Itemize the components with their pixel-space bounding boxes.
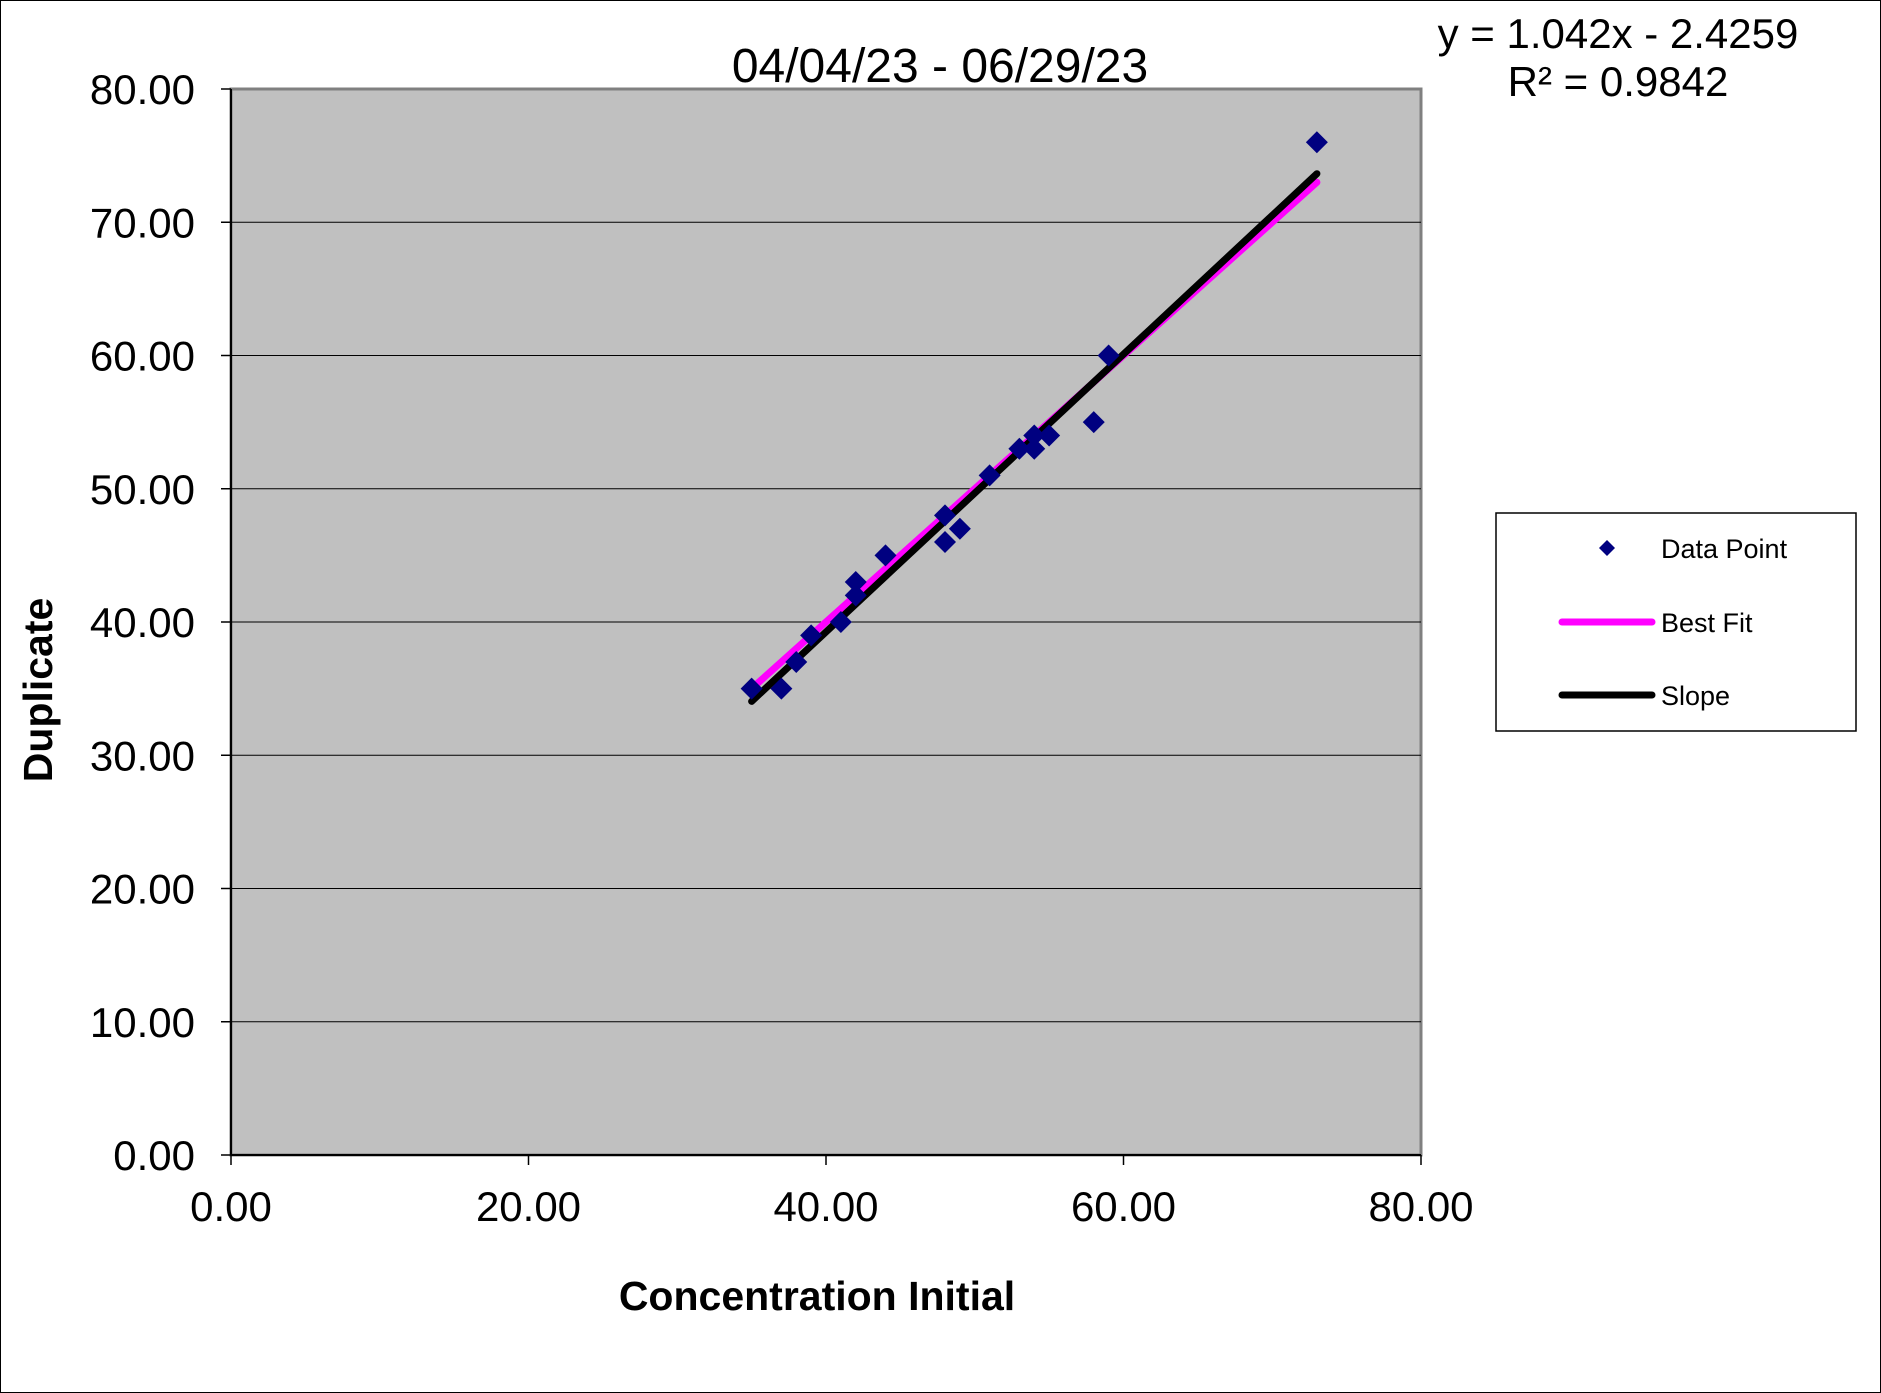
- y-tick-label: 20.00: [90, 866, 195, 913]
- data-point: [829, 611, 852, 633]
- axes: [221, 88, 1422, 1165]
- data-point: [1305, 131, 1328, 154]
- data-point: [800, 624, 823, 647]
- data-point: [874, 544, 897, 567]
- x-tick-label: 40.00: [773, 1183, 878, 1230]
- x-tick-label: 80.00: [1368, 1183, 1473, 1230]
- tick-labels: 0.00 10.00 20.00 30.00 40.00 50.00 60.00 70.00 8…: [90, 66, 1474, 1230]
- legend-marker-diamond: [1599, 540, 1615, 556]
- y-tick-label: 70.00: [90, 199, 195, 246]
- x-tick-label: 0.00: [190, 1183, 272, 1230]
- y-tick-label: 10.00: [90, 999, 195, 1046]
- legend-label: Best Fit: [1661, 608, 1753, 638]
- data-point: [1038, 424, 1061, 447]
- y-tick-label: 30.00: [90, 732, 195, 779]
- y-tick-label: 0.00: [113, 1132, 195, 1179]
- data-point: [785, 650, 808, 673]
- legend-box: [1495, 512, 1857, 732]
- trendline-equation: y = 1.042x - 2.4259: [1438, 10, 1799, 57]
- x-tick-label: 60.00: [1071, 1183, 1176, 1230]
- data-point: [844, 571, 867, 594]
- legend-label: Slope: [1661, 681, 1730, 711]
- data-point: [740, 677, 763, 700]
- y-axis-title: Duplicate: [15, 598, 61, 783]
- chart-title: 04/04/23 - 06/29/23: [732, 40, 1148, 93]
- data-point: [1023, 437, 1046, 460]
- data-point: [770, 677, 793, 700]
- data-point: [1082, 411, 1105, 434]
- y-tick-label: 60.00: [90, 333, 195, 380]
- x-axis-title: Concentration Initial: [619, 1273, 1015, 1319]
- legend-items: Data Point Best Fit Slope: [1558, 534, 1788, 711]
- y-tick-label: 40.00: [90, 599, 195, 646]
- data-point: [1008, 437, 1031, 460]
- data-point: [978, 464, 1001, 487]
- data-point: [934, 531, 956, 554]
- data-point: [1097, 344, 1120, 367]
- data-point: [948, 517, 971, 540]
- y-tick-label: 50.00: [90, 466, 195, 513]
- trendline-r-squared: R² = 0.9842: [1508, 58, 1729, 105]
- data-point: [1023, 424, 1046, 447]
- legend-label: Data Point: [1661, 534, 1788, 564]
- y-tick-label: 80.00: [90, 66, 195, 113]
- x-tick-label: 20.00: [476, 1183, 581, 1230]
- data-point: [934, 504, 956, 527]
- gridlines: [231, 221, 1421, 1023]
- data-point: [844, 584, 867, 607]
- series-layer: [740, 131, 1328, 705]
- legend: Data Point Best Fit Slope: [1495, 512, 1857, 732]
